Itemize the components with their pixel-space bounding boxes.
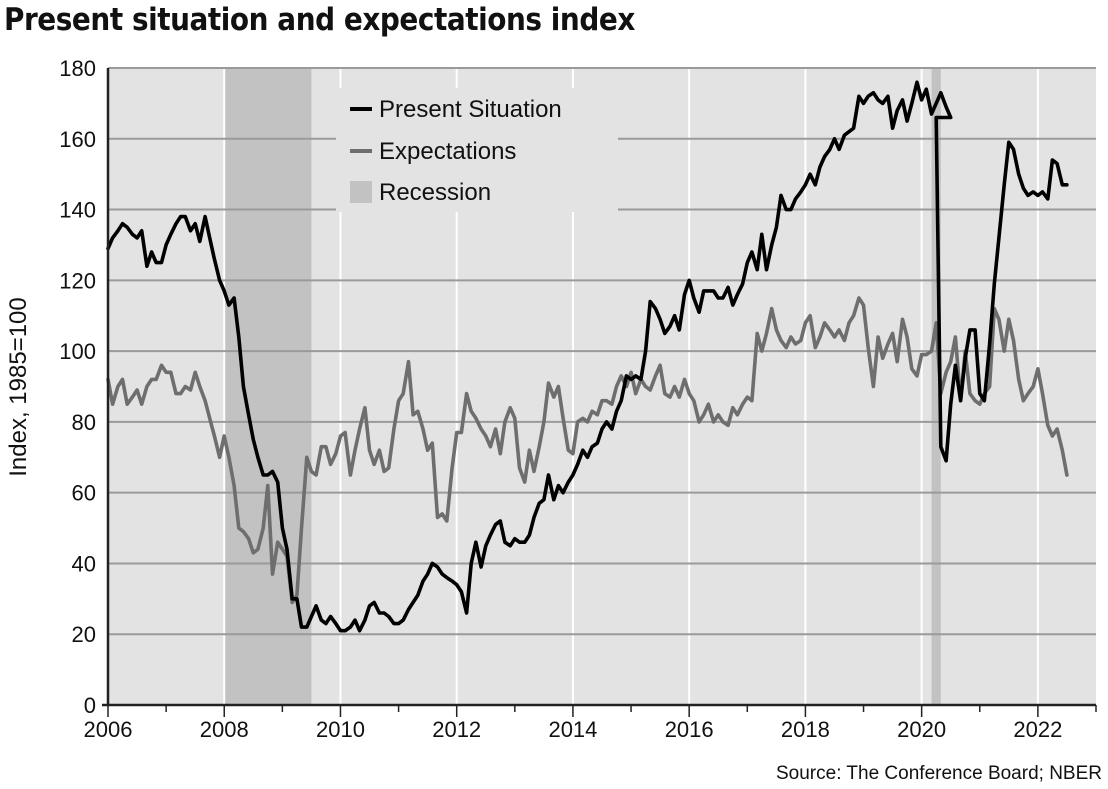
legend: Present Situation Expectations Recession bbox=[336, 88, 618, 212]
x-tick-label: 2016 bbox=[665, 717, 714, 742]
legend-label: Present Situation bbox=[379, 96, 562, 123]
x-tick-label: 2012 bbox=[432, 717, 481, 742]
y-axis-label: Index, 1985=100 bbox=[5, 297, 32, 477]
y-tick-label: 0 bbox=[84, 693, 96, 718]
y-tick-label: 60 bbox=[72, 481, 96, 506]
recession-band bbox=[931, 68, 941, 705]
series-lines bbox=[106, 80, 1069, 633]
y-tick-label: 180 bbox=[59, 56, 96, 81]
y-tick-label: 140 bbox=[59, 198, 96, 223]
x-tick-label: 2018 bbox=[781, 717, 830, 742]
x-tick-label: 2020 bbox=[897, 717, 946, 742]
x-tick-label: 2008 bbox=[200, 717, 249, 742]
legend-label: Recession bbox=[379, 179, 491, 206]
y-tick-labels: 0 20 40 60 80 100 120 140 160 180 bbox=[59, 56, 96, 718]
legend-background bbox=[336, 88, 618, 212]
legend-label: Expectations bbox=[379, 138, 516, 165]
recession-legend-swatch bbox=[350, 181, 372, 203]
x-tick-label: 2006 bbox=[84, 717, 133, 742]
present-line bbox=[106, 80, 1069, 633]
axes bbox=[102, 68, 1097, 717]
expectations-line bbox=[106, 296, 1069, 605]
y-tick-label: 120 bbox=[59, 268, 96, 293]
source-note: Source: The Conference Board; NBER bbox=[776, 763, 1102, 784]
x-tick-label: 2014 bbox=[548, 717, 597, 742]
y-tick-label: 40 bbox=[72, 551, 96, 576]
y-tick-label: 160 bbox=[59, 127, 96, 152]
y-tick-label: 80 bbox=[72, 410, 96, 435]
x-tick-labels: 2006 2008 2010 2012 2014 2016 2018 2020 2022 bbox=[84, 717, 1063, 742]
y-tick-label: 20 bbox=[72, 622, 96, 647]
x-tick-label: 2010 bbox=[316, 717, 365, 742]
x-tick-label: 2022 bbox=[1013, 717, 1062, 742]
chart-title: Present situation and expectations index bbox=[4, 2, 635, 38]
y-tick-label: 100 bbox=[59, 339, 96, 364]
